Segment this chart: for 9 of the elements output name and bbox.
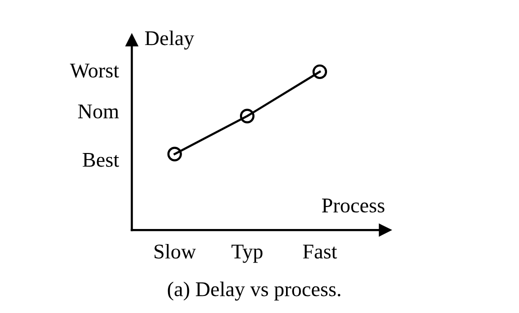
- text: Best: [82, 153, 120, 167]
- x-tick-label: Fast: [303, 244, 338, 259]
- text: Nom: [78, 104, 119, 118]
- x-tick-label: Typ: [232, 244, 262, 263]
- x-axis-title: Process: [322, 198, 384, 213]
- text: Worst: [70, 64, 120, 78]
- text: (a) Delay vs process.: [168, 282, 340, 301]
- y-axis-title: Delay: [145, 30, 194, 50]
- x-tick-label: Slow: [154, 244, 196, 259]
